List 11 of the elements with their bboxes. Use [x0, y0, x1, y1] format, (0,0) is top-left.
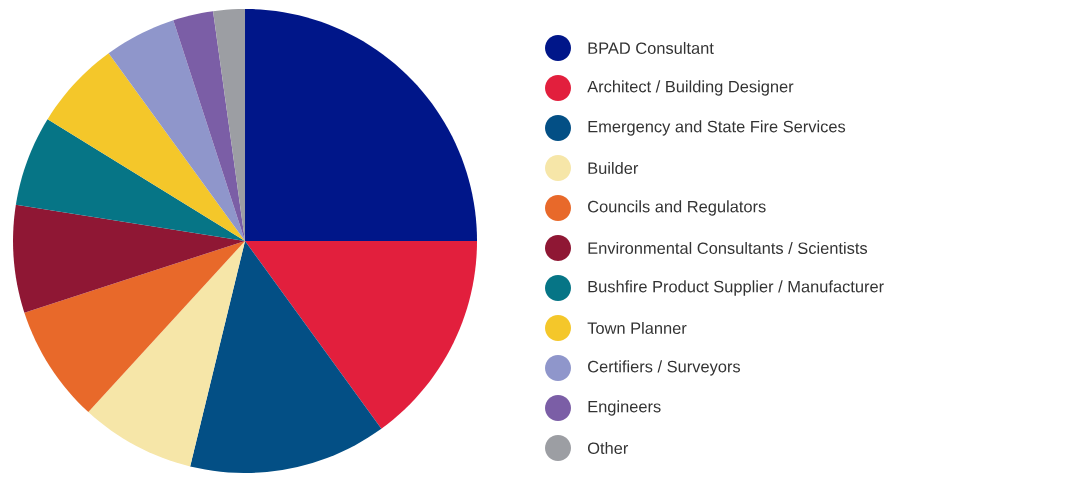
legend-label: Other [587, 441, 629, 455]
legend-label: Builder [588, 161, 639, 175]
legend-label: Town Planner [587, 321, 687, 335]
legend-label: Engineers [588, 400, 661, 416]
legend-label: Architect / Building Designer [587, 80, 794, 96]
legend-label: BPAD Consultant [588, 41, 714, 55]
legend-label: Councils and Regulators [588, 200, 766, 216]
legend-label: Emergency and State Fire Services [588, 120, 846, 136]
legend-label: Environmental Consultants / Scientists [588, 241, 868, 255]
legend-label: Bushfire Product Supplier / Manufacturer [588, 280, 884, 296]
legend-label: Certifiers / Surveyors [588, 360, 741, 376]
